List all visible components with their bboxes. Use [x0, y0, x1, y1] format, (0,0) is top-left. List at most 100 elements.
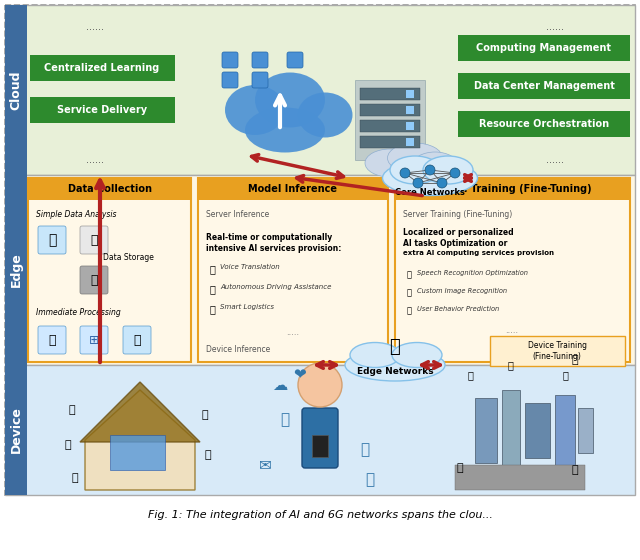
FancyBboxPatch shape [38, 226, 66, 254]
Bar [406, 90, 414, 98]
Text: 📸: 📸 [365, 473, 374, 488]
FancyBboxPatch shape [287, 52, 303, 68]
FancyBboxPatch shape [302, 408, 338, 468]
Text: Data Collection: Data Collection [67, 184, 152, 194]
Bar [5, 5, 27, 175]
Text: AI tasks Optimization or: AI tasks Optimization or [403, 239, 508, 248]
Text: User Behavior Prediction: User Behavior Prediction [417, 306, 499, 312]
Text: 📦: 📦 [209, 304, 215, 314]
Bar [360, 120, 420, 132]
FancyBboxPatch shape [222, 52, 238, 68]
Text: 📱: 📱 [68, 405, 76, 415]
Bar [198, 178, 388, 200]
Text: Real-time or computationally: Real-time or computationally [206, 233, 332, 242]
Text: 💬: 💬 [360, 442, 369, 458]
Bar [475, 398, 497, 463]
Text: extra AI computing services provision: extra AI computing services provision [403, 250, 554, 256]
Text: 🎮: 🎮 [202, 410, 208, 420]
Ellipse shape [392, 343, 442, 367]
Bar [406, 138, 414, 146]
FancyBboxPatch shape [38, 326, 66, 354]
Bar [455, 465, 585, 490]
Text: ☁: ☁ [273, 377, 287, 393]
Text: 🖼: 🖼 [406, 288, 412, 297]
Text: 📷: 📷 [205, 450, 211, 460]
Text: 📶: 📶 [467, 370, 473, 380]
Text: 📶: 📶 [507, 360, 513, 370]
Circle shape [298, 363, 342, 407]
Text: 🌐: 🌐 [133, 334, 141, 347]
Ellipse shape [423, 156, 473, 184]
Text: ✉: ✉ [259, 458, 271, 473]
Circle shape [450, 168, 460, 178]
Bar [28, 178, 191, 362]
Bar [30, 55, 175, 81]
Bar [5, 365, 635, 495]
Text: 📶: 📶 [562, 370, 568, 380]
FancyBboxPatch shape [252, 52, 268, 68]
Text: ⏰: ⏰ [48, 334, 56, 347]
Text: Service Delivery: Service Delivery [57, 105, 147, 115]
Text: Device: Device [10, 407, 22, 454]
FancyBboxPatch shape [222, 72, 238, 88]
Circle shape [400, 168, 410, 178]
Text: Data Storage: Data Storage [102, 253, 154, 262]
Text: Voice Translation: Voice Translation [220, 264, 280, 270]
FancyBboxPatch shape [123, 326, 151, 354]
Bar [578, 408, 593, 453]
Bar [458, 73, 630, 99]
Text: Model Training (Fine-Tuning): Model Training (Fine-Tuning) [434, 184, 591, 194]
FancyBboxPatch shape [80, 266, 108, 294]
Bar [555, 395, 575, 465]
Bar [5, 175, 635, 365]
Text: 🔊: 🔊 [209, 264, 215, 274]
Text: intensive AI services provision:: intensive AI services provision: [206, 244, 341, 253]
Ellipse shape [245, 108, 325, 152]
Text: Immediate Processing: Immediate Processing [36, 308, 121, 317]
Ellipse shape [298, 92, 353, 138]
Ellipse shape [345, 349, 445, 381]
Bar [458, 35, 630, 61]
Text: Computing Management: Computing Management [477, 43, 611, 53]
Bar [502, 390, 520, 470]
Text: 📍: 📍 [280, 413, 289, 427]
Circle shape [425, 165, 435, 175]
Text: 🚗: 🚗 [209, 284, 215, 294]
Circle shape [413, 178, 423, 188]
Text: ❤: ❤ [294, 367, 307, 382]
Text: Edge Networks: Edge Networks [356, 366, 433, 376]
Text: Device Inference: Device Inference [206, 345, 270, 354]
Bar [5, 175, 27, 365]
Bar [355, 80, 425, 160]
Text: 🗂: 🗂 [90, 234, 98, 246]
Text: 🌲: 🌲 [457, 463, 463, 473]
Polygon shape [85, 390, 195, 490]
Bar [360, 88, 420, 100]
Text: Core Networks: Core Networks [395, 188, 465, 197]
Text: ......: ...... [86, 155, 104, 165]
Bar [406, 122, 414, 130]
Text: 🚁: 🚁 [572, 355, 579, 365]
Text: ......: ...... [546, 22, 564, 32]
Ellipse shape [390, 156, 440, 184]
Ellipse shape [387, 143, 442, 173]
Text: ⊞: ⊞ [89, 334, 99, 347]
Ellipse shape [413, 152, 458, 178]
Text: Device Training
(Fine-Tuning): Device Training (Fine-Tuning) [527, 341, 586, 361]
Text: Server Inference: Server Inference [206, 210, 269, 219]
Bar [312, 435, 328, 457]
Ellipse shape [225, 85, 285, 135]
Ellipse shape [383, 161, 477, 195]
Ellipse shape [365, 149, 415, 177]
Bar [30, 97, 175, 123]
Text: ......: ...... [86, 22, 104, 32]
Text: Smart Logistics: Smart Logistics [220, 304, 274, 310]
Text: Localized or personalized: Localized or personalized [403, 228, 514, 237]
Text: 📈: 📈 [48, 233, 56, 247]
Polygon shape [80, 382, 200, 442]
Text: Fig. 1: The integration of AI and 6G networks spans the clou...: Fig. 1: The integration of AI and 6G net… [148, 510, 492, 520]
Ellipse shape [255, 72, 325, 128]
Ellipse shape [350, 343, 400, 367]
Bar [490, 336, 625, 366]
Text: Simple Data Analysis: Simple Data Analysis [36, 210, 116, 219]
